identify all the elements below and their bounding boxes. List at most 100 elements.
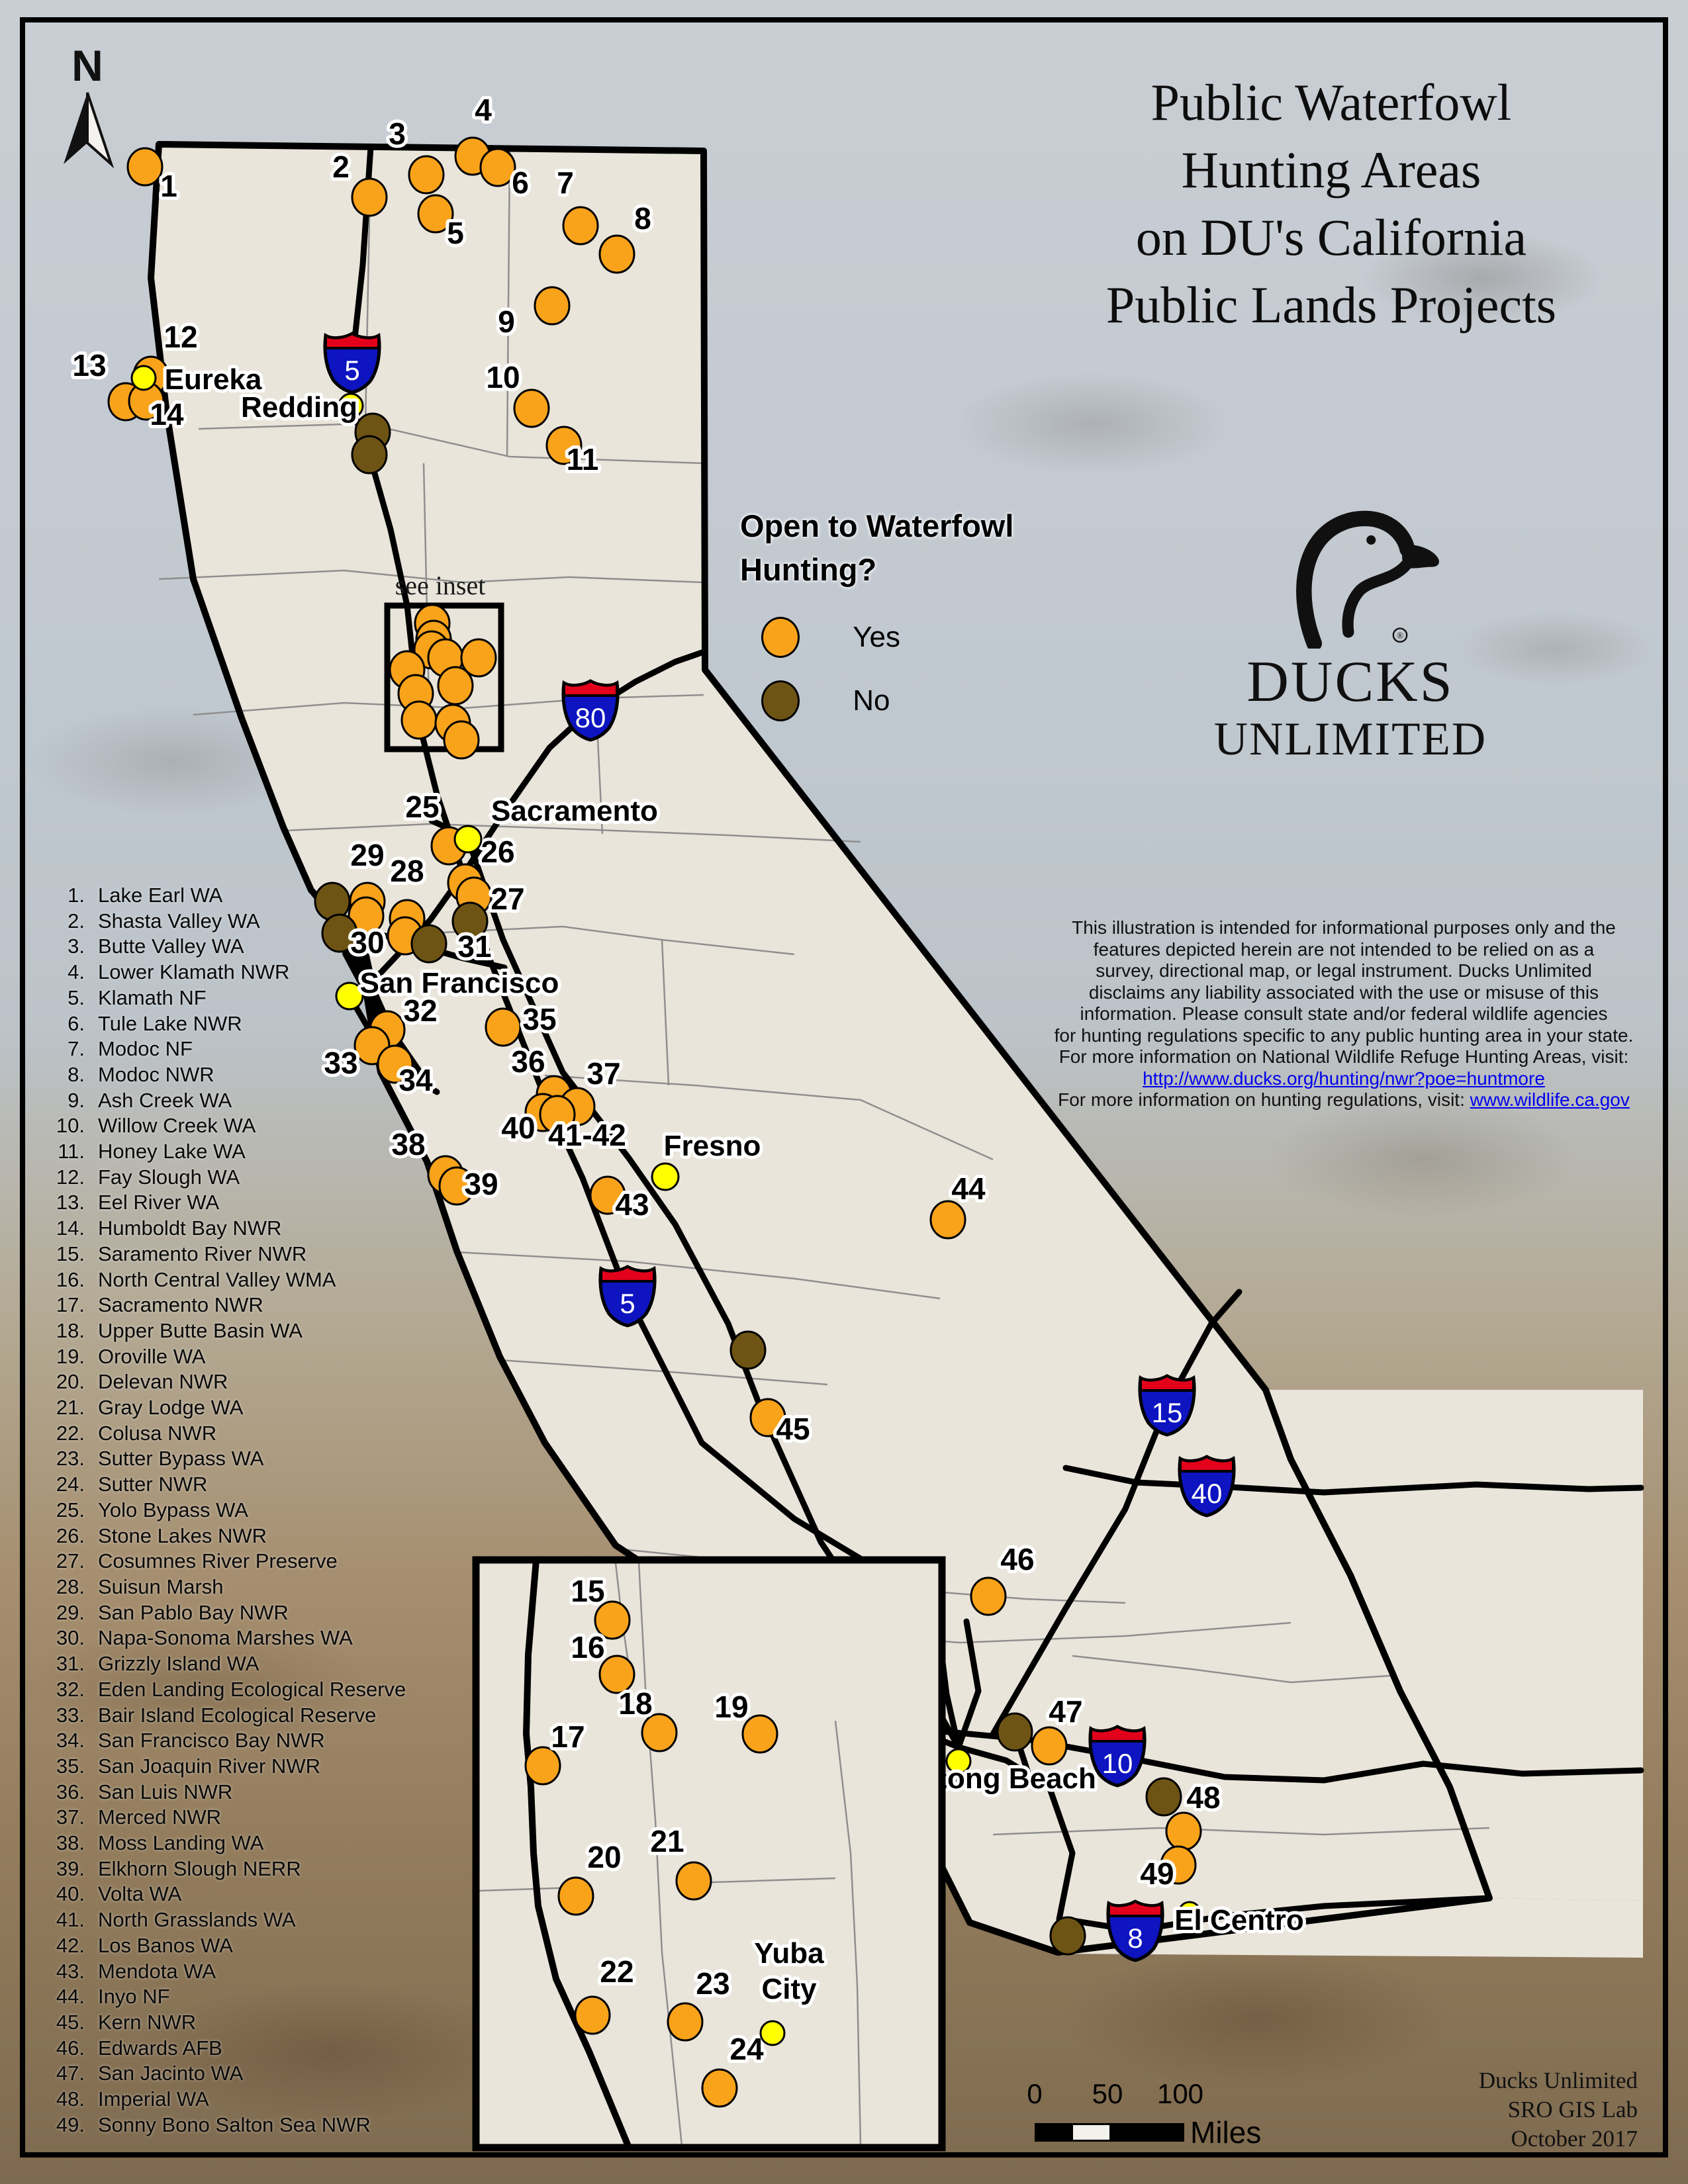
site-number-label-44: 44 xyxy=(951,1171,986,1206)
site-dot xyxy=(460,638,497,678)
site-list-item: 48. Imperial WA xyxy=(44,2087,406,2113)
site-dot-41-42 xyxy=(539,1095,576,1134)
site-number-label-32: 32 xyxy=(403,993,437,1028)
site-number-label-6: 6 xyxy=(512,165,529,200)
site-list-item: 37. Merced NWR xyxy=(44,1805,406,1831)
marker-group-12: 12 xyxy=(132,316,201,395)
city-redding: Redding xyxy=(238,388,364,427)
site-number-label-47: 47 xyxy=(1049,1694,1082,1729)
site-list-item: 34. San Francisco Bay NWR xyxy=(44,1728,406,1754)
site-number-label-25: 25 xyxy=(405,790,439,824)
marker-group-45: 45 xyxy=(749,1398,814,1449)
site-list-item: 26. Stone Lakes NWR xyxy=(44,1524,406,1549)
site-number: 32. xyxy=(56,1677,85,1701)
marker-group-29: 29 xyxy=(347,835,388,936)
site-list-item: 42. Los Banos WA xyxy=(44,1933,406,1959)
site-list-item: 12. Fay Slough WA xyxy=(44,1165,406,1191)
county-line xyxy=(1072,1655,1391,1684)
title-line: Public Waterfowl xyxy=(1150,73,1512,131)
city-label-city: City xyxy=(761,1973,817,2005)
site-number: 23. xyxy=(56,1447,85,1471)
site-list-item: 35. San Joaquin River NWR xyxy=(44,1754,406,1780)
site-number: 39. xyxy=(56,1856,85,1880)
legend-yes-label: Yes xyxy=(853,621,901,653)
wildlife-ca-gov-link[interactable]: www.wildlife.ca.gov xyxy=(1470,1089,1630,1110)
site-name: North Central Valley WMA xyxy=(98,1267,336,1291)
svg-text:N: N xyxy=(71,41,103,90)
inset-site-dot-19 xyxy=(741,1714,778,1754)
site-number-label-12: 12 xyxy=(164,320,197,354)
site-name: Edwards AFB xyxy=(98,2036,222,2060)
city-long-beach: Long Beach xyxy=(926,1748,1100,1798)
inset-county-line xyxy=(693,1877,836,1884)
site-name: Modoc NWR xyxy=(98,1062,214,1086)
ducks-org-hunting-link[interactable]: http://www.ducks.org/hunting/nwr?poe=hun… xyxy=(1143,1068,1545,1089)
inset-site-dot-20 xyxy=(557,1876,594,1916)
site-list-item: 36. San Luis NWR xyxy=(44,1780,406,1805)
city-label: El Centro xyxy=(1174,1904,1304,1936)
interstate-15-shield-icon: 15 xyxy=(1138,1374,1196,1437)
site-name: Eel River WA xyxy=(98,1191,220,1214)
site-number-label-35: 35 xyxy=(522,1002,556,1036)
inset-site-dot-17 xyxy=(524,1746,561,1786)
inset-border xyxy=(472,1556,946,2152)
scale-tick-50: 50 xyxy=(1092,2078,1123,2109)
marker-group-46: 46 xyxy=(970,1539,1038,1616)
city-dot xyxy=(1178,1901,1201,1925)
county-line xyxy=(365,422,704,465)
inset-site-dot-23 xyxy=(667,2002,704,2042)
city-fresno: Fresno xyxy=(651,1126,764,1191)
duck-head-icon: ® xyxy=(1296,510,1439,651)
north-arrow-icon: N xyxy=(64,41,115,169)
county-line xyxy=(992,1827,1490,1836)
site-dot xyxy=(1049,1916,1086,1956)
site-name: Butte Valley WA xyxy=(98,934,244,958)
site-name: Suisun Marsh xyxy=(98,1574,224,1598)
site-list-item: 9. Ash Creek WA xyxy=(44,1088,406,1114)
site-name: Bair Island Ecological Reserve xyxy=(98,1703,377,1727)
inset-site-dot-24 xyxy=(701,2068,738,2108)
disclaimer-line: For more information on hunting regulati… xyxy=(1058,1089,1630,1110)
site-number-label-37: 37 xyxy=(586,1056,620,1091)
site-dot xyxy=(1145,1777,1182,1817)
site-number: 12. xyxy=(56,1165,85,1189)
site-number: 1. xyxy=(68,884,85,907)
disclaimer-line: survey, directional map, or legal instru… xyxy=(1096,960,1592,981)
site-number: 16. xyxy=(56,1267,85,1291)
inset-site-number-label-16: 16 xyxy=(571,1630,604,1664)
site-list-item: 14. Humboldt Bay NWR xyxy=(44,1216,406,1242)
site-number-label-2: 2 xyxy=(332,150,350,184)
site-name: Los Banos WA xyxy=(98,1933,233,1957)
county-line xyxy=(661,939,670,1086)
city-san-francisco: San Francisco xyxy=(335,964,562,1011)
site-name: San Jacinto WA xyxy=(98,2062,244,2085)
site-number: 18. xyxy=(56,1318,85,1342)
site-name: Mendota WA xyxy=(98,1959,216,1983)
site-name: Lower Klamath NWR xyxy=(98,960,290,984)
marker-group-30: 30 xyxy=(314,882,388,963)
legend-item-no: No xyxy=(761,680,890,721)
site-dot-9 xyxy=(534,286,571,326)
site-name: Honey Lake WA xyxy=(98,1140,246,1163)
marker-group-43: 43 xyxy=(589,1175,653,1225)
site-number: 26. xyxy=(56,1524,85,1547)
site-number-label-9: 9 xyxy=(498,304,515,339)
site-dot-30 xyxy=(321,913,358,953)
site-name: Sacramento NWR xyxy=(98,1293,263,1317)
site-number-label-49: 49 xyxy=(1140,1856,1174,1891)
inset-site-number-label-19: 19 xyxy=(714,1690,748,1724)
california-land xyxy=(151,144,1489,1952)
site-number-label-1: 1 xyxy=(160,169,177,203)
city-dot xyxy=(651,1162,680,1191)
title-line: on DU's California xyxy=(1135,208,1527,266)
site-list-item: 30. Napa-Sonoma Marshes WA xyxy=(44,1625,406,1651)
interstate-number: 5 xyxy=(344,355,359,386)
ducks-unlimited-logo: ® DUCKS UNLIMITED xyxy=(1192,483,1509,766)
neighbor-land xyxy=(1058,1898,1643,1958)
page-border-frame xyxy=(20,17,1668,2158)
site-list-item: 7. Modoc NF xyxy=(44,1036,406,1062)
marker-group-1: 1 xyxy=(126,147,181,206)
site-list-item: 16. North Central Valley WMA xyxy=(44,1267,406,1293)
page-title: Public Waterfowl Hunting Areas on DU's C… xyxy=(1030,69,1632,339)
site-number: 30. xyxy=(56,1626,85,1650)
